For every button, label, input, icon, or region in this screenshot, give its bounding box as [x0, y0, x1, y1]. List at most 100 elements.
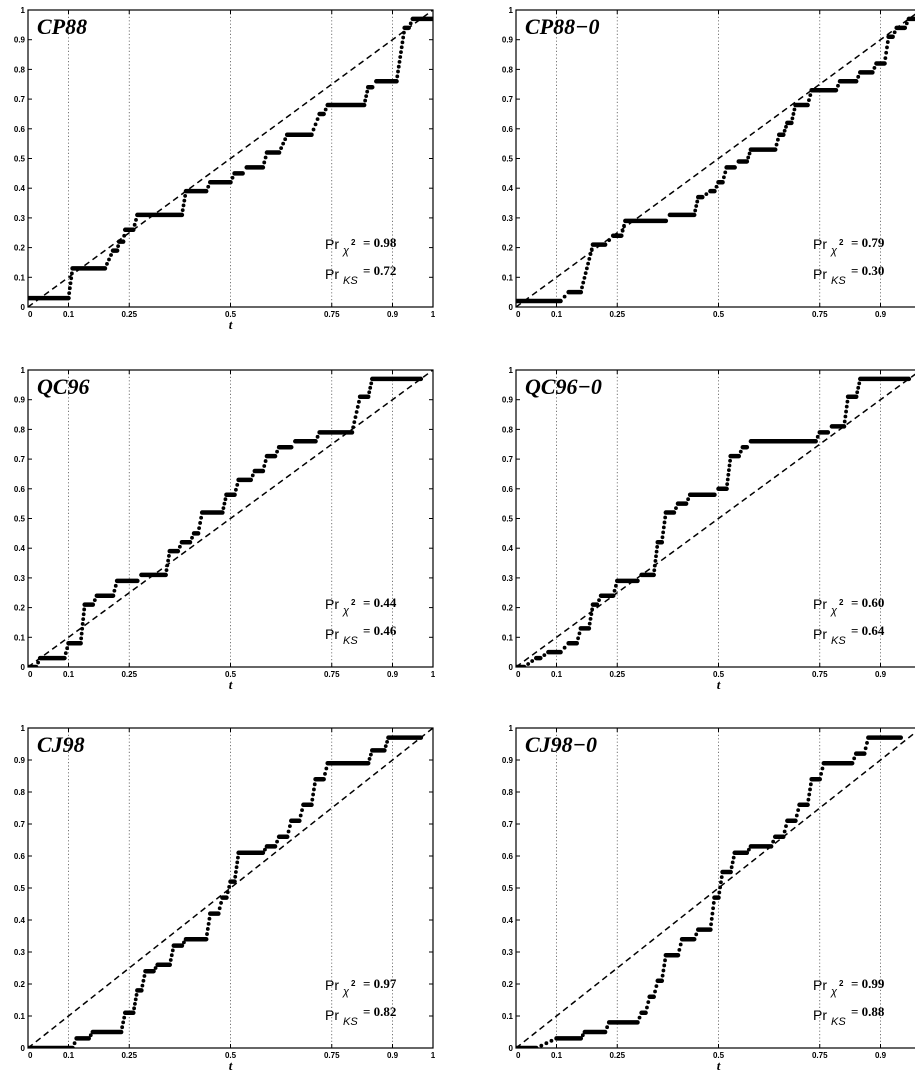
ecdf-point — [383, 744, 388, 749]
x-tick-label: 0 — [28, 1051, 33, 1060]
ecdf-point — [884, 50, 889, 55]
y-tick-label: 0.8 — [502, 65, 514, 74]
ecdf-point — [820, 766, 825, 771]
ecdf-point — [710, 911, 715, 916]
ecdf-point — [286, 829, 291, 834]
ecdf-point — [774, 142, 779, 147]
ecdf-point — [661, 525, 666, 530]
x-tick-label: 0.5 — [225, 1051, 237, 1060]
y-tick-label: 0.8 — [14, 65, 26, 74]
ecdf-point — [367, 757, 372, 761]
ecdf-point — [170, 948, 175, 953]
ecdf-point — [275, 839, 279, 844]
pr-chi2-label: Pr — [325, 236, 339, 252]
pr-chi2-subscript: χ — [830, 605, 838, 617]
reference-diagonal — [28, 10, 433, 307]
ecdf-point — [852, 756, 857, 761]
ecdf-point — [791, 112, 796, 116]
ecdf-point — [80, 626, 85, 631]
y-tick-label: 0.4 — [502, 916, 514, 925]
y-tick-label: 0 — [21, 303, 26, 312]
pr-ks-subscript: KS — [831, 635, 846, 647]
ecdf-point — [92, 598, 97, 603]
ecdf-point — [723, 170, 728, 175]
y-tick-label: 0.4 — [14, 544, 26, 553]
y-tick-label: 0.6 — [14, 852, 26, 861]
ecdf-point — [141, 978, 146, 983]
ecdf-point — [312, 782, 317, 787]
x-tick-label: 0.9 — [875, 310, 887, 319]
ecdf-point — [652, 568, 657, 573]
ecdf-point — [206, 921, 211, 926]
ecdf-point — [65, 646, 70, 651]
ecdf-point — [399, 45, 404, 50]
ecdf-point — [694, 204, 699, 208]
x-axis-label: t — [229, 1058, 233, 1073]
x-tick-label: 0.5 — [225, 310, 237, 319]
ecdf-point — [857, 381, 862, 386]
ecdf-point — [836, 83, 840, 88]
ecdf-point — [583, 271, 588, 276]
chart-panel: 0 0.1 0.2 0.3 0.4 0.5 0.6 0.7 0.8 0.9 1 0 0.1 0.25 0.5… — [502, 366, 915, 692]
y-tick-label: 0.6 — [502, 852, 514, 861]
pr-chi2-subscript: χ — [342, 245, 350, 257]
plot-frame — [515, 727, 915, 1049]
ecdf-point — [134, 217, 138, 222]
ecdf-point — [722, 175, 726, 180]
ecdf-point — [587, 621, 592, 626]
ecdf-point — [88, 1033, 93, 1038]
x-tick-label: 1 — [431, 1051, 436, 1060]
pr-chi2-value: = 0.98 — [363, 235, 397, 250]
ecdf-point — [395, 74, 400, 79]
ecdf-point — [796, 808, 801, 813]
ecdf-point — [401, 35, 406, 40]
y-tick-label: 1 — [509, 366, 514, 375]
ecdf-point — [263, 847, 267, 852]
y-tick-label: 0.3 — [502, 214, 514, 223]
ecdf-point — [544, 1041, 549, 1046]
ecdf-point — [234, 487, 238, 492]
ecdf-point — [711, 906, 715, 911]
ecdf-point — [365, 89, 370, 94]
y-tick-label: 0.6 — [14, 485, 26, 494]
ecdf-point — [134, 992, 139, 997]
y-tick-label: 0 — [509, 1044, 514, 1053]
x-tick-label: 0.75 — [812, 1051, 828, 1060]
ecdf-point — [714, 184, 719, 189]
ecdf-point — [353, 415, 358, 419]
ecdf-point — [323, 107, 328, 112]
ecdf-point — [776, 137, 780, 142]
ecdf-point — [855, 390, 860, 395]
ecdf-point — [225, 890, 230, 895]
ecdf-point — [663, 515, 668, 520]
chart-panel: 0 0.1 0.2 0.3 0.4 0.5 0.6 0.7 0.8 0.9 1 0 0.1 0.25 0.5… — [14, 724, 436, 1073]
pr-chi2-superscript: 2 — [839, 598, 844, 607]
ecdf-point — [68, 281, 73, 286]
ecdf-point — [69, 276, 74, 281]
x-tick-label: 1 — [431, 670, 436, 679]
y-tick-label: 1 — [21, 366, 26, 375]
ecdf-point — [784, 124, 788, 129]
ecdf-point — [674, 506, 678, 511]
pr-chi2-value: = 0.79 — [851, 235, 885, 250]
ecdf-point — [263, 459, 268, 463]
ecdf-point — [719, 875, 724, 880]
x-tick-label: 0.25 — [609, 670, 625, 679]
ecdf-point — [367, 390, 372, 395]
ecdf-point — [167, 554, 171, 558]
ecdf-point — [730, 860, 735, 865]
ecdf-point — [364, 94, 369, 99]
ecdf-point — [133, 1001, 137, 1006]
pr-ks-value: = 0.82 — [363, 1004, 396, 1019]
reference-diagonal — [28, 370, 433, 667]
ecdf-point — [717, 890, 722, 895]
y-tick-label: 0.8 — [14, 788, 26, 797]
ecdf-point — [808, 787, 812, 792]
ecdf-point — [233, 874, 238, 879]
reference-diagonal — [28, 728, 433, 1048]
ecdf-point — [397, 59, 402, 64]
x-tick-label: 0 — [516, 1051, 521, 1060]
x-tick-label: 0.5 — [225, 670, 237, 679]
ecdf-point — [654, 554, 658, 559]
y-tick-label: 0.4 — [502, 184, 514, 193]
